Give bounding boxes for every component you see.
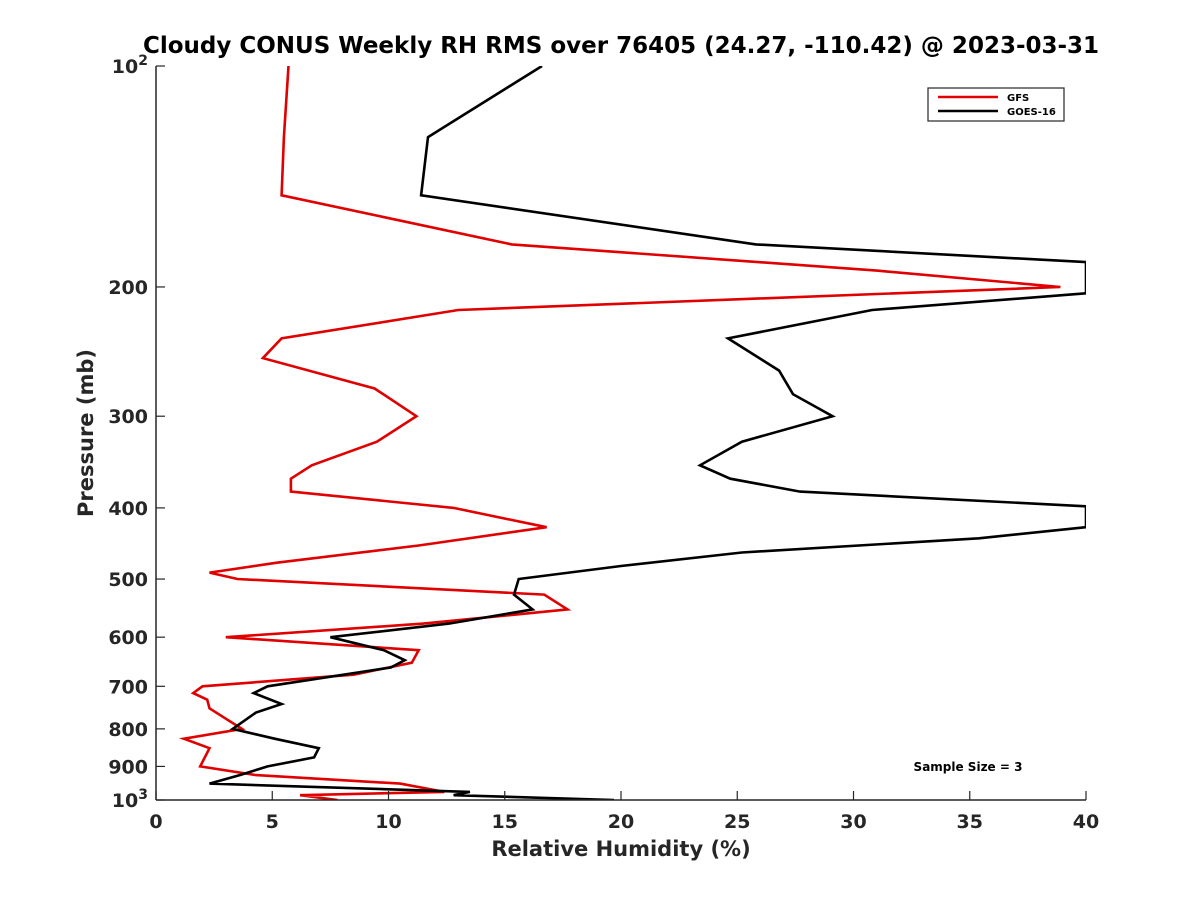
y-tick-label: 200 [108,277,148,299]
y-tick-label: 700 [108,676,148,698]
y-axis-label: Pressure (mb) [74,349,98,517]
x-tick-label: 35 [957,811,983,833]
x-tick-label: 20 [608,811,634,833]
y-tick-label: 900 [108,756,148,778]
x-tick-label: 40 [1073,811,1099,833]
y-tick-label: 300 [108,406,148,428]
legend-label-gfs: GFS [1007,93,1029,104]
legend-box [927,87,1065,122]
y-tick-label: 500 [108,569,148,591]
y-tick-label: 102 [112,53,148,78]
plot-area [156,66,1086,800]
y-tick-label: 400 [108,498,148,520]
y-tick-label: 600 [108,627,148,649]
series-line-gfs [178,66,1061,800]
x-axis-label: Relative Humidity (%) [491,837,750,861]
series-line-goes16 [209,66,1086,800]
legend-label-goes16: GOES-16 [1007,107,1056,118]
x-tick-label: 15 [492,811,518,833]
legend: GFS GOES-16 [927,87,1065,122]
sample-size-annotation: Sample Size = 3 [914,760,1023,774]
x-tick-label: 25 [724,811,750,833]
series-layer [178,66,1086,800]
x-tick-label: 10 [375,811,401,833]
x-axis-ticks: 0 5 10 15 20 25 30 35 40 [149,791,1099,833]
x-tick-label: 0 [149,811,162,833]
chart-title: Cloudy CONUS Weekly RH RMS over 76405 (2… [143,33,1099,59]
y-tick-label: 103 [112,787,148,812]
x-tick-label: 5 [266,811,279,833]
y-tick-label: 800 [108,719,148,741]
x-tick-label: 30 [840,811,866,833]
y-axis-ticks: 102 200 300 400 500 600 700 800 900 103 [108,53,165,812]
